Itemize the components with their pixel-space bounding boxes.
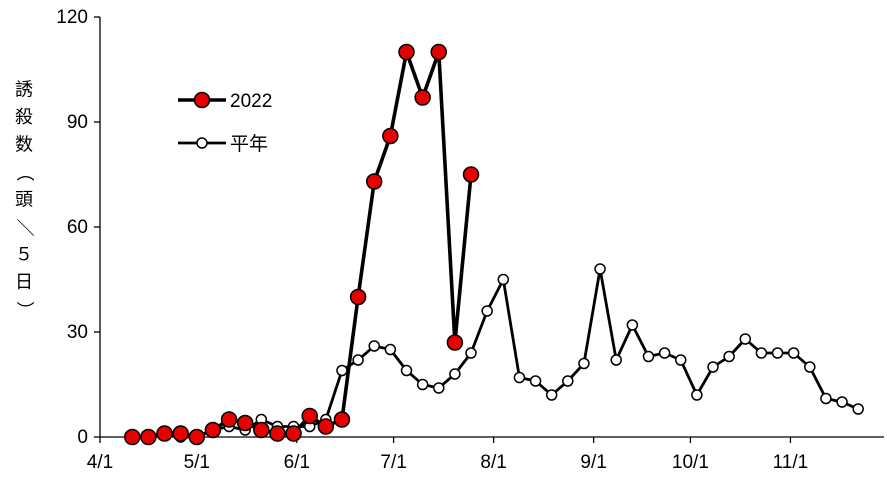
data-point	[285, 425, 302, 442]
data-point	[365, 173, 383, 190]
data-point	[433, 382, 445, 394]
legend-label: 平年	[230, 133, 268, 155]
data-point	[691, 389, 703, 401]
y-axis-label-char: 数	[15, 135, 33, 156]
y-axis-label-char: ５	[15, 245, 33, 266]
data-point	[317, 418, 335, 435]
legend: 2022 平年	[178, 91, 272, 155]
data-point	[336, 364, 348, 377]
data-point	[368, 340, 380, 352]
legend-item: 2022	[178, 91, 272, 112]
data-point	[384, 343, 397, 356]
data-point	[349, 288, 367, 306]
y-axis-label-char: 殺	[15, 107, 33, 128]
data-point	[382, 127, 399, 145]
x-tick-label: 8/1	[480, 452, 506, 473]
y-tick-label: 90	[67, 112, 88, 133]
data-point	[497, 273, 510, 286]
data-point	[172, 425, 189, 442]
y-tick-label: 30	[67, 322, 88, 343]
data-point	[836, 396, 848, 408]
axes: 0 30 60 90 120 4/1 5/1 6/1 7/1 8/1 9/1 10/1 11/1	[56, 7, 884, 473]
y-axis-label-char: ／	[14, 219, 35, 237]
data-point	[578, 357, 590, 370]
legend-label: 2022	[230, 91, 272, 112]
series-line	[132, 50, 473, 439]
data-point	[416, 378, 429, 391]
data-point	[465, 347, 477, 359]
data-point	[739, 333, 752, 345]
legend-item: 平年	[178, 133, 268, 155]
data-point	[707, 361, 719, 373]
data-point	[820, 392, 832, 405]
data-point	[787, 347, 800, 359]
data-point	[188, 428, 206, 446]
series-layer	[124, 43, 864, 446]
data-point	[674, 354, 687, 366]
data-point	[462, 166, 480, 183]
data-point	[562, 375, 574, 387]
data-point	[804, 361, 816, 373]
series-normal-year	[126, 263, 864, 443]
x-tick-label: 9/1	[580, 452, 606, 473]
data-point	[446, 334, 464, 351]
data-point	[658, 347, 671, 359]
data-point	[400, 364, 413, 377]
y-axis-label-char: 日	[15, 272, 33, 293]
data-point	[513, 371, 526, 384]
data-point	[642, 350, 655, 363]
x-tick-label: 4/1	[87, 452, 113, 473]
x-tick-label: 6/1	[284, 452, 310, 473]
data-point	[529, 375, 542, 387]
x-tick-label: 7/1	[380, 452, 406, 473]
data-point	[449, 368, 461, 380]
data-point	[124, 428, 141, 446]
data-point	[755, 347, 768, 359]
data-point	[610, 354, 622, 366]
y-tick-label: 0	[77, 427, 88, 448]
data-point	[269, 425, 286, 442]
y-axis-label-char: （	[14, 164, 35, 182]
data-point	[352, 354, 364, 366]
data-point	[301, 407, 318, 425]
y-axis-label-char: 誘	[15, 80, 33, 101]
data-point	[204, 421, 222, 439]
x-tick-label: 11/1	[773, 452, 809, 473]
data-point	[430, 43, 448, 61]
y-axis-label-char: 頭	[15, 190, 33, 211]
y-tick-label: 120	[56, 7, 88, 28]
series-line	[132, 267, 859, 439]
legend-marker	[193, 91, 211, 109]
data-point	[414, 89, 431, 106]
y-axis-label: 誘殺数 （ 頭 ／ ５ 日 ）	[14, 80, 35, 320]
series-2022	[124, 43, 480, 446]
data-point	[626, 319, 639, 331]
x-tick-label: 10/1	[672, 452, 709, 473]
data-point	[852, 403, 864, 415]
data-point	[220, 411, 238, 428]
data-point	[481, 305, 493, 317]
data-point	[253, 421, 270, 439]
y-tick-label: 60	[67, 217, 88, 238]
data-point	[771, 347, 784, 359]
data-point	[140, 428, 157, 446]
x-tick-label: 5/1	[184, 452, 210, 473]
data-point	[545, 389, 558, 401]
data-point	[723, 350, 735, 363]
data-point	[236, 414, 254, 432]
data-point	[398, 43, 415, 61]
data-point	[594, 263, 606, 275]
data-point	[156, 425, 173, 442]
legend-marker	[196, 137, 208, 149]
y-axis-label-char: ）	[14, 301, 35, 319]
data-point	[333, 411, 351, 428]
